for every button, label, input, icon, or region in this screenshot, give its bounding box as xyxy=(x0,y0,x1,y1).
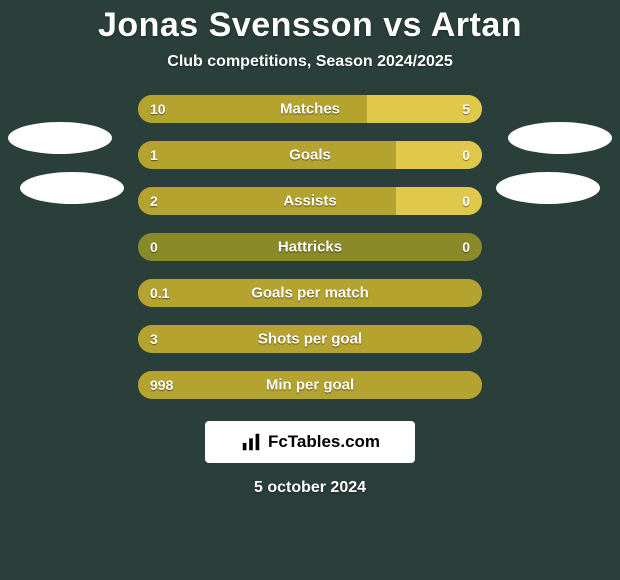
comparison-title: Jonas Svensson vs Artan xyxy=(98,6,522,45)
comparison-subtitle: Club competitions, Season 2024/2025 xyxy=(167,53,452,71)
stat-label: Goals xyxy=(289,147,331,164)
stat-value-left: 0 xyxy=(150,239,158,255)
stat-value-right: 5 xyxy=(462,101,470,117)
stat-row: Min per goal 998 xyxy=(0,371,620,399)
stat-bar: Goals 1 0 xyxy=(138,141,482,169)
stat-row: Goals per match 0.1 xyxy=(0,279,620,307)
stat-row: Matches 10 5 xyxy=(0,95,620,123)
stat-value-left: 998 xyxy=(150,377,173,393)
stat-label: Hattricks xyxy=(278,239,342,256)
stat-bar: Hattricks 0 0 xyxy=(138,233,482,261)
stat-label: Assists xyxy=(283,193,336,210)
stat-bar-left xyxy=(138,141,396,169)
stat-bar: Shots per goal 3 xyxy=(138,325,482,353)
stat-label: Shots per goal xyxy=(258,331,362,348)
stat-bar-left xyxy=(138,187,396,215)
stat-bar: Assists 2 0 xyxy=(138,187,482,215)
comparison-infographic: Jonas Svensson vs Artan Club competition… xyxy=(0,0,620,580)
watermark-text: FcTables.com xyxy=(268,432,380,452)
stat-bar: Goals per match 0.1 xyxy=(138,279,482,307)
stat-row: Shots per goal 3 xyxy=(0,325,620,353)
stat-value-left: 2 xyxy=(150,193,158,209)
stat-value-right: 0 xyxy=(462,193,470,209)
watermark: FcTables.com xyxy=(205,421,415,463)
stat-bar: Min per goal 998 xyxy=(138,371,482,399)
stat-value-left: 0.1 xyxy=(150,285,169,301)
stats-section: Matches105Goals10Assists20Hattricks00Goa… xyxy=(0,95,620,399)
stat-bar: Matches 10 5 xyxy=(138,95,482,123)
stat-row: Hattricks 0 0 xyxy=(0,233,620,261)
stat-row: Goals 1 0 xyxy=(0,141,620,169)
stat-value-left: 10 xyxy=(150,101,166,117)
stat-value-left: 1 xyxy=(150,147,158,163)
stat-value-right: 0 xyxy=(462,147,470,163)
stat-value-right: 0 xyxy=(462,239,470,255)
stat-row: Assists 2 0 xyxy=(0,187,620,215)
bar-chart-icon xyxy=(240,431,262,453)
stat-label: Min per goal xyxy=(266,377,354,394)
stat-label: Goals per match xyxy=(251,285,369,302)
stat-value-left: 3 xyxy=(150,331,158,347)
date-label: 5 october 2024 xyxy=(254,479,366,497)
stat-label: Matches xyxy=(280,101,340,118)
